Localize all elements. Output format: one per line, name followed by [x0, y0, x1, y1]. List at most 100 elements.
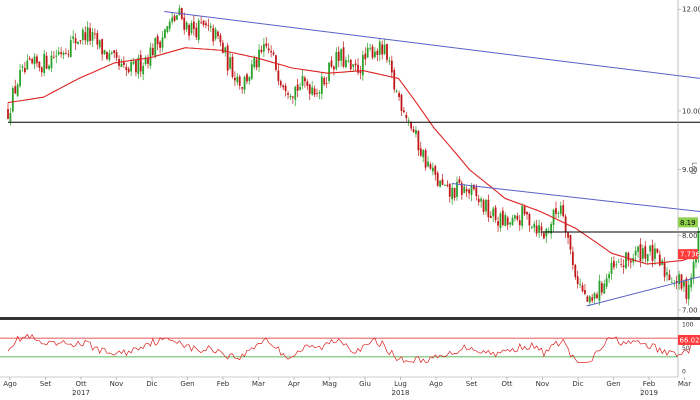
- candle: [159, 40, 161, 54]
- candle: [567, 232, 569, 245]
- candle: [571, 246, 574, 270]
- candle-body: [470, 185, 473, 195]
- candle-body: [62, 52, 65, 55]
- candle: [666, 266, 668, 282]
- candle: [188, 23, 190, 41]
- candle: [523, 204, 526, 217]
- candle: [492, 206, 495, 223]
- candle-body: [376, 50, 379, 55]
- candle: [313, 85, 316, 98]
- candle-body: [378, 41, 381, 55]
- candle-body: [156, 36, 159, 45]
- candle: [398, 90, 400, 101]
- candle-body: [91, 31, 94, 41]
- candle: [62, 50, 65, 60]
- candle-body: [405, 114, 408, 119]
- candle: [456, 176, 458, 201]
- candle: [658, 250, 661, 267]
- candle: [299, 82, 301, 91]
- candle: [287, 90, 289, 100]
- candle-body: [253, 57, 256, 67]
- candle: [108, 49, 111, 63]
- candle-body: [651, 244, 654, 262]
- candle: [43, 49, 46, 77]
- candle-body: [499, 213, 502, 228]
- month-tick-label: Mag: [322, 380, 337, 388]
- candle: [644, 241, 647, 263]
- candle-body: [374, 51, 376, 58]
- candle-body: [644, 246, 647, 259]
- candle: [69, 35, 72, 58]
- candle: [212, 24, 215, 46]
- candle: [530, 225, 533, 230]
- candle: [171, 11, 174, 25]
- rsi-line: [7, 333, 699, 364]
- candle-body: [127, 68, 130, 73]
- candle-body: [600, 283, 603, 293]
- candle: [91, 27, 94, 48]
- candle: [176, 14, 178, 20]
- candle-body: [475, 187, 478, 197]
- candle-body: [272, 52, 275, 55]
- month-tick-label: Mar: [252, 380, 265, 388]
- candle: [485, 198, 487, 215]
- candle-body: [509, 222, 512, 225]
- candle: [473, 183, 475, 192]
- candle-body: [69, 40, 72, 58]
- candle-body: [149, 47, 152, 66]
- candle-body: [226, 45, 229, 71]
- candle-body: [388, 60, 391, 62]
- candle: [79, 40, 82, 45]
- candle: [680, 273, 683, 291]
- candle-body: [202, 20, 205, 25]
- candle: [424, 148, 427, 171]
- candle: [60, 46, 63, 58]
- candle-body: [139, 55, 142, 72]
- candle-body: [250, 64, 253, 79]
- candle-body: [224, 47, 227, 53]
- candle-body: [209, 26, 212, 28]
- month-tick-label: Set: [40, 380, 52, 388]
- candle-body: [468, 189, 470, 194]
- candle-body: [296, 84, 299, 91]
- month-tick-label: Nov: [536, 380, 550, 388]
- candle-body: [412, 129, 415, 132]
- candle: [588, 295, 591, 307]
- candle: [50, 50, 53, 73]
- panel-separator: [0, 317, 700, 320]
- candle-body: [386, 43, 388, 60]
- candle: [678, 270, 680, 290]
- candle: [369, 43, 371, 52]
- candle-body: [7, 109, 9, 119]
- candle-body: [359, 71, 362, 74]
- candle-body: [463, 186, 466, 194]
- candle-body: [311, 87, 314, 95]
- price-tick-label: 10.00: [682, 107, 700, 115]
- candle-body: [120, 63, 123, 67]
- candle-body: [38, 61, 41, 68]
- last-price-badge: 8.19: [678, 217, 698, 228]
- candle: [316, 88, 318, 98]
- candle-body: [151, 47, 154, 56]
- candle-body: [236, 76, 239, 83]
- candle: [608, 271, 610, 283]
- candle-body: [434, 166, 437, 175]
- candle: [641, 244, 644, 264]
- candle: [40, 66, 43, 77]
- candle: [260, 45, 263, 54]
- candle: [332, 65, 335, 76]
- candle-body: [453, 187, 456, 198]
- price-tick-label: 7.00: [682, 306, 698, 314]
- candle-body: [185, 22, 188, 30]
- candle-body: [132, 61, 135, 64]
- candle: [501, 207, 504, 227]
- candle-body: [200, 22, 203, 24]
- candle-body: [26, 60, 29, 70]
- candle-body: [603, 283, 606, 294]
- candle-body: [451, 187, 454, 200]
- candle: [325, 77, 328, 88]
- month-tick-label: Feb: [643, 380, 656, 388]
- moving-average-badge-box: [678, 249, 698, 260]
- candle-body: [656, 248, 659, 253]
- candle-body: [555, 208, 557, 214]
